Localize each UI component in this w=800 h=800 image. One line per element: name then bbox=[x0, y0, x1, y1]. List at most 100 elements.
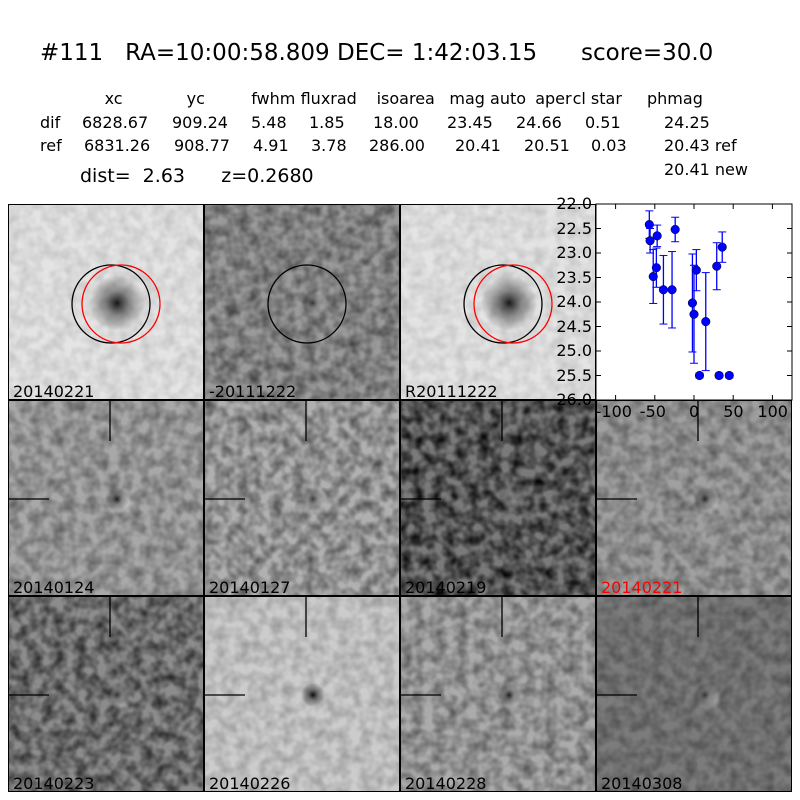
table-cell: 24.25 bbox=[664, 113, 710, 132]
cutout-date-label: 20140228 bbox=[405, 774, 487, 792]
cutout-date-label: 20140219 bbox=[405, 578, 487, 596]
source-blob bbox=[693, 487, 717, 511]
y-tick-label: 26.0 bbox=[556, 390, 592, 409]
column-header: fluxrad bbox=[300, 89, 357, 108]
marker bbox=[670, 224, 680, 235]
red-aperture-circle bbox=[81, 264, 161, 344]
data-point bbox=[714, 370, 724, 381]
black-aperture-circle bbox=[463, 264, 543, 344]
table-cell: 4.91 bbox=[253, 136, 289, 155]
dec: DEC= 1:42:03.15 bbox=[337, 40, 538, 66]
red-aperture-circle bbox=[473, 264, 553, 344]
image-cutout: 20140223 bbox=[8, 596, 204, 792]
table-cell: 18.00 bbox=[373, 113, 419, 132]
source-blob bbox=[693, 683, 717, 707]
dist-line: dist= 2.63 z=0.2680 bbox=[80, 165, 314, 187]
column-header: cl star bbox=[572, 89, 622, 108]
table-cell: 6831.26 bbox=[84, 136, 151, 155]
y-tick-label: 22.0 bbox=[556, 194, 592, 213]
column-header: yc bbox=[186, 89, 205, 108]
candidate-id: #111 bbox=[40, 40, 104, 66]
table-cell: 1.85 bbox=[309, 113, 345, 132]
image-cutout: 20140221 bbox=[8, 204, 204, 400]
cutout-date-label: 20140223 bbox=[13, 774, 95, 792]
marker bbox=[694, 370, 705, 381]
column-header: aper bbox=[535, 89, 572, 108]
table-cell: 6828.67 bbox=[82, 113, 149, 132]
data-point bbox=[701, 272, 711, 372]
source-blob bbox=[497, 683, 521, 707]
marker bbox=[691, 265, 701, 275]
table-cell: 20.51 bbox=[524, 136, 570, 155]
marker bbox=[717, 242, 727, 252]
cutout-date-label: 20140127 bbox=[209, 578, 291, 596]
dist: dist= 2.63 bbox=[80, 165, 185, 187]
lightcurve-plot: 22.0 22.5 23.0 23.5 24.0 24.5 25.0 25.5 26.0 -100… bbox=[556, 194, 793, 421]
cutout-date-label: R20111222 bbox=[405, 382, 498, 400]
y-tick-label: 23.5 bbox=[556, 267, 592, 287]
table-cell: 908.77 bbox=[174, 136, 230, 155]
source-blob bbox=[497, 487, 521, 511]
column-header: mag auto bbox=[449, 89, 527, 108]
title: #111 RA=10:00:58.809 DEC= 1:42:03.15 sco… bbox=[40, 40, 713, 66]
source-blob bbox=[89, 275, 145, 331]
source-blob bbox=[481, 275, 537, 331]
score: score=30.0 bbox=[581, 40, 714, 66]
data-point bbox=[724, 370, 734, 381]
data-point bbox=[658, 254, 668, 325]
x-tick-label: 100 bbox=[757, 402, 788, 421]
image-cutout: 20140127 bbox=[204, 400, 400, 596]
marker bbox=[724, 370, 734, 381]
source-blob bbox=[105, 683, 129, 707]
source-blob bbox=[301, 291, 325, 315]
table-cell: 5.48 bbox=[251, 113, 287, 132]
y-tick-label: 22.5 bbox=[556, 218, 592, 238]
x-tick-label: -50 bbox=[639, 402, 666, 421]
cutout-date-label: 20140226 bbox=[209, 774, 291, 792]
cutout-date-label: -20111222 bbox=[209, 382, 297, 400]
marker bbox=[652, 231, 662, 241]
column-header: xc bbox=[104, 89, 123, 108]
marker bbox=[714, 370, 724, 381]
row-label: dif bbox=[40, 113, 61, 132]
marker bbox=[712, 261, 722, 271]
black-aperture-circle bbox=[71, 264, 151, 344]
y-tick-label: 25.5 bbox=[556, 365, 592, 385]
marker bbox=[645, 236, 655, 246]
data-point bbox=[689, 264, 699, 364]
table-cell: 20.41 bbox=[455, 136, 501, 155]
marker bbox=[701, 317, 711, 327]
data-point bbox=[694, 370, 705, 381]
image-cutout: 20140124 bbox=[8, 400, 204, 596]
cutout-date-label: 20140124 bbox=[13, 578, 95, 596]
phmag-new: 20.41 new bbox=[664, 160, 748, 179]
y-tick-label: 25.0 bbox=[556, 341, 592, 360]
marker bbox=[687, 298, 697, 308]
table-cell: 20.43 ref bbox=[664, 136, 737, 155]
image-cutout: R20111222 bbox=[400, 204, 596, 400]
y-tick-label: 24.0 bbox=[556, 292, 592, 311]
image-cutout: 20140226 bbox=[204, 596, 400, 792]
source-blob bbox=[105, 487, 129, 511]
column-header: phmag bbox=[647, 89, 703, 108]
x-tick-label: 0 bbox=[689, 402, 700, 421]
marker bbox=[667, 285, 677, 295]
marker bbox=[648, 271, 658, 282]
image-cutout: 20140228 bbox=[400, 596, 596, 792]
data-point bbox=[648, 249, 658, 304]
redshift: z=0.2680 bbox=[221, 165, 314, 187]
ra: RA=10:00:58.809 bbox=[125, 40, 330, 66]
table-cell: 0.51 bbox=[585, 113, 621, 132]
cutout-date-label: 20140308 bbox=[601, 774, 683, 792]
data-point bbox=[717, 231, 727, 263]
marker bbox=[658, 285, 668, 295]
image-cutout: -20111222 bbox=[204, 204, 400, 400]
data-point bbox=[712, 242, 722, 291]
data-point bbox=[691, 249, 701, 292]
marker bbox=[689, 309, 699, 319]
black-aperture-circle bbox=[267, 264, 347, 344]
table-cell: 0.03 bbox=[591, 136, 627, 155]
data-point bbox=[670, 216, 680, 243]
image-cutout: 20140221 bbox=[596, 400, 792, 596]
